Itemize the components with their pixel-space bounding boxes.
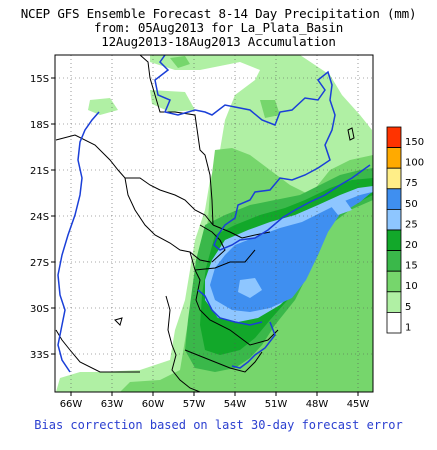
legend-swatch: [386, 229, 402, 252]
legend-label: 75: [405, 178, 418, 189]
lon-label-66w: 66W: [60, 399, 83, 410]
legend-swatch: [386, 126, 402, 149]
legend-swatch: [386, 270, 402, 293]
legend-label: 25: [405, 219, 418, 230]
legend-label: 50: [405, 199, 418, 210]
lon-label-63w: 63W: [101, 399, 124, 410]
legend-label: 10: [405, 281, 418, 292]
lon-label-51w: 51W: [265, 399, 288, 410]
legend-swatch: [386, 147, 402, 169]
lat-label-18s: 18S: [30, 120, 49, 131]
lat-label-21s: 21S: [30, 166, 49, 177]
island-outline: [347, 127, 355, 141]
latitude-axis: 15S 18S 21S 24S 27S 30S 33S: [30, 74, 55, 361]
precip-20-25-patch-2: [330, 200, 352, 215]
lat-label-15s: 15S: [30, 74, 49, 85]
lake-outline: [114, 317, 123, 326]
map-title-line2: from: 05Aug2013 for La_Plata_Basin: [93, 20, 344, 35]
precip-legend: 150 100 75 50 25 20 15 10 5 1: [386, 126, 424, 334]
lat-label-27s: 27S: [30, 258, 49, 269]
lon-label-45w: 45W: [347, 399, 370, 410]
precipitation-field: [56, 55, 373, 392]
lon-label-48w: 48W: [306, 399, 329, 410]
legend-swatch: [386, 208, 402, 231]
lon-label-54w: 54W: [224, 399, 247, 410]
country-borders: [55, 55, 279, 392]
map-title-line3: 12Aug2013-18Aug2013 Accumulation: [101, 34, 336, 49]
lat-label-33s: 33S: [30, 350, 49, 361]
legend-swatch: [386, 188, 402, 210]
basin-boundary: [57, 55, 371, 373]
precip-20-25-patch: [238, 278, 262, 298]
legend-label: 20: [405, 240, 418, 251]
lat-label-30s: 30S: [30, 304, 49, 315]
legend-swatch: [386, 311, 402, 334]
legend-label: 15: [405, 261, 418, 272]
lat-label-24s: 24S: [30, 212, 49, 223]
legend-swatch: [386, 291, 402, 313]
precip-1-5-region-north: [150, 90, 195, 112]
map-frame: [54, 54, 374, 393]
lon-label-57w: 57W: [183, 399, 206, 410]
longitude-axis: 66W 63W 60W 57W 54W 51W 48W 45W: [60, 392, 370, 410]
legend-label: 100: [405, 158, 424, 169]
precip-5-10-region-north: [170, 56, 190, 68]
lon-label-60w: 60W: [142, 399, 165, 410]
bias-correction-note: Bias correction based on last 30-day for…: [34, 418, 403, 432]
map-title-line1: NCEP GFS Ensemble Forecast 8-14 Day Prec…: [20, 6, 417, 21]
legend-label: 150: [405, 137, 424, 148]
map-grid: [55, 55, 373, 392]
legend-label: 5: [405, 302, 411, 313]
precip-5-10-region-east: [260, 100, 280, 118]
legend-swatch: [386, 250, 402, 272]
legend-label: 1: [405, 322, 411, 333]
precip-1-5-region-west: [88, 98, 118, 115]
legend-swatch: [386, 167, 402, 190]
